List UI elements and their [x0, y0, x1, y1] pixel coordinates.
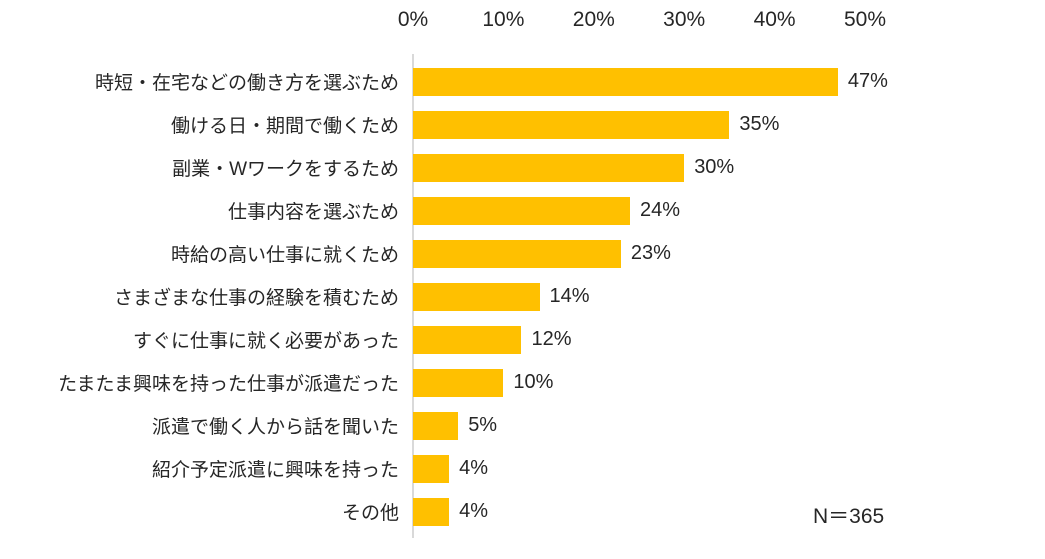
x-axis-tick: 40%: [753, 8, 796, 31]
x-axis-tick: 20%: [572, 8, 615, 31]
bar-row: 働ける日・期間で働くため 35%: [0, 103, 1045, 146]
value-label: 35%: [739, 113, 780, 135]
value-label: 5%: [468, 414, 498, 436]
category-label: すぐに仕事に就く必要があった: [132, 331, 399, 352]
bar: [413, 282, 540, 311]
value-label: 10%: [513, 371, 554, 393]
category-label: さまざまな仕事の経験を積むため: [113, 288, 399, 309]
bar-track: 14%: [413, 282, 1045, 311]
value-label: 24%: [639, 199, 680, 221]
bar: [413, 497, 450, 526]
value-label: 47%: [847, 70, 888, 92]
bar-row: 派遣で働く人から話を聞いた 5%: [0, 404, 1045, 447]
value-label: 12%: [531, 328, 572, 350]
bar-track: 35%: [413, 110, 1045, 139]
bar-row: さまざまな仕事の経験を積むため 14%: [0, 275, 1045, 318]
category-label: 時給の高い仕事に就くため: [170, 245, 399, 266]
bar-track: 4%: [413, 454, 1045, 483]
bar-row: 時給の高い仕事に就くため 23%: [0, 232, 1045, 275]
value-label: 30%: [694, 156, 735, 178]
bar-track: 12%: [413, 325, 1045, 354]
bar-track: 10%: [413, 368, 1045, 397]
bar: [413, 196, 630, 225]
x-axis: 0% 10% 20% 30% 40% 50%: [0, 0, 1045, 34]
bar: [413, 411, 459, 440]
sample-size-note: N＝365: [813, 505, 885, 528]
category-label: 働ける日・期間で働くため: [170, 116, 399, 137]
bar-track: 47%: [413, 67, 1045, 96]
category-label: 紹介予定派遣に興味を持った: [151, 460, 399, 481]
category-label: 時短・在宅などの働き方を選ぶため: [94, 73, 399, 94]
bar-track: 5%: [413, 411, 1045, 440]
bar: [413, 368, 504, 397]
bar: [413, 325, 522, 354]
category-label: 派遣で働く人から話を聞いた: [151, 417, 399, 438]
bar-row: すぐに仕事に就く必要があった 12%: [0, 318, 1045, 361]
bar: [413, 239, 621, 268]
bar-row: 副業・Wワークをするため 30%: [0, 146, 1045, 189]
bar-row: 紹介予定派遣に興味を持った 4%: [0, 447, 1045, 490]
category-label: 仕事内容を選ぶため: [227, 202, 399, 223]
chart-rows: 時短・在宅などの働き方を選ぶため 47% 働ける日・期間で働くため 35% 副業・Wワー…: [0, 60, 1045, 533]
value-label: 14%: [549, 285, 590, 307]
category-label: 副業・Wワークをするため: [172, 159, 399, 180]
bar-row: 仕事内容を選ぶため 24%: [0, 189, 1045, 232]
bar: [413, 454, 450, 483]
value-label: 4%: [459, 500, 489, 522]
bar-track: 23%: [413, 239, 1045, 268]
category-label: たまたま興味を持った仕事が派遣だった: [58, 374, 399, 395]
bar-track: 30%: [413, 153, 1045, 182]
category-label: その他: [341, 503, 399, 524]
bar: [413, 153, 685, 182]
value-label: 4%: [459, 457, 489, 479]
x-axis-tick: 50%: [843, 8, 887, 31]
bar-row: たまたま興味を持った仕事が派遣だった 10%: [0, 361, 1045, 404]
bar: [413, 110, 730, 139]
x-axis-tick: 10%: [482, 8, 525, 31]
bar-row: 時短・在宅などの働き方を選ぶため 47%: [0, 60, 1045, 103]
bar-track: 24%: [413, 196, 1045, 225]
bar-track: 4%: [413, 497, 1045, 526]
x-axis-tick: 30%: [663, 8, 706, 31]
bar: [413, 67, 838, 96]
bar-row: その他 4%: [0, 490, 1045, 533]
x-axis-tick: 0%: [397, 8, 429, 31]
value-label: 23%: [630, 242, 671, 264]
